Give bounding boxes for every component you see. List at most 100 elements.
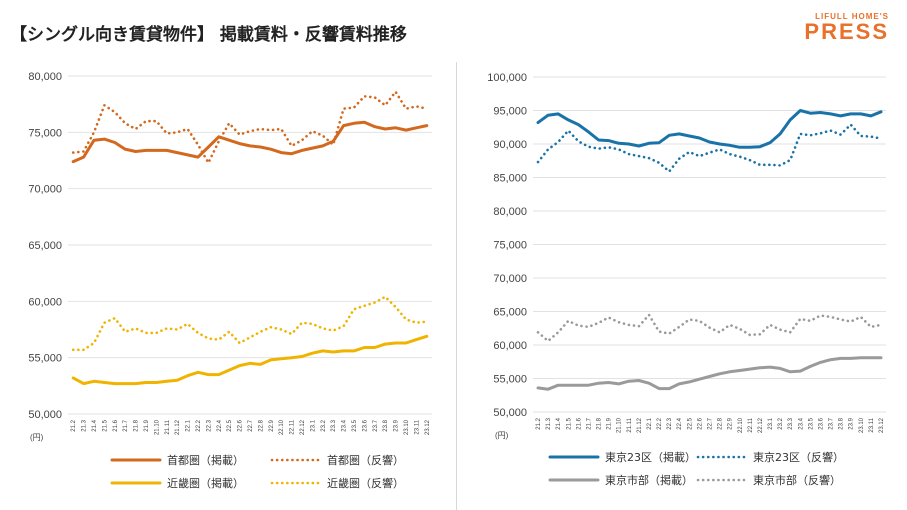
series-line-3	[536, 313, 883, 343]
legend-label: 東京市部（反響）	[753, 473, 841, 487]
x-tick-label: 22.6	[238, 419, 244, 431]
x-tick-label: 23.7	[373, 419, 379, 431]
y-tick-label: 80,000	[493, 206, 527, 218]
x-tick-label: 22.12	[758, 417, 764, 433]
x-tick-label: 22.4	[677, 417, 683, 429]
page-title: 【シングル向き賃貸物件】 掲載賃料・反響賃料推移	[10, 25, 407, 45]
x-tick-label: 21.10	[617, 417, 623, 433]
x-tick-label: 23.12	[879, 417, 885, 433]
x-tick-label: 21.5	[566, 417, 572, 429]
x-tick-label: 23.10	[404, 419, 410, 435]
legend-label: 首都圏（掲載）	[167, 453, 244, 467]
series-line-0	[71, 120, 429, 164]
x-tick-label: 23.11	[869, 417, 875, 432]
y-tick-label: 95,000	[493, 106, 527, 118]
x-tick-label: 22.12	[300, 419, 306, 435]
x-tick-label: 23.12	[425, 419, 431, 435]
x-tick-label: 21.12	[175, 419, 181, 435]
chart-tokyo: 50,000 55,000 60,000 65,000 70,000 75,000 80,0…	[487, 72, 886, 487]
x-tick-label: 23.10	[859, 417, 865, 433]
y-tick-label: 75,000	[493, 240, 527, 252]
y-tick-label: 65,000	[28, 240, 62, 252]
x-tick-label: 22.5	[687, 417, 693, 429]
x-tick-label: 22.4	[217, 419, 223, 431]
legend-label: 東京市部（掲載）	[605, 473, 693, 487]
brand-logo[interactable]: LIFULL HOME'S PRESS	[804, 12, 889, 43]
x-tick-label: 23.4	[342, 419, 348, 431]
y-tick-label: 100,000	[487, 72, 527, 84]
x-tick-label: 23.11	[414, 419, 420, 434]
y-tick-label: 80,000	[28, 71, 62, 83]
logo-wordmark: PRESS	[804, 19, 889, 44]
x-tick-label: 23.1	[310, 419, 316, 431]
chart-shutoken-kinki: 50,000 55,000 60,000 65,000 70,000 75,000 80,0…	[28, 71, 432, 490]
x-tick-label: 23.7	[829, 417, 835, 429]
x-tick-label: 22.2	[196, 419, 202, 431]
y-tick-label: 65,000	[493, 307, 527, 319]
x-tick-label: 23.8	[839, 417, 845, 429]
y-unit-label: (円)	[495, 431, 509, 440]
x-tick-label: 23.2	[778, 417, 784, 429]
legend-label: 近畿圏（掲載）	[167, 476, 244, 490]
y-tick-label: 60,000	[28, 296, 62, 308]
x-tick-label: 21.11	[165, 419, 171, 434]
x-tick-label: 23.9	[849, 417, 855, 429]
legend-label: 近畿圏（反響）	[327, 476, 404, 490]
y-tick-label: 70,000	[493, 273, 527, 285]
x-tick-label: 23.4	[798, 417, 804, 429]
y-tick-label: 55,000	[493, 374, 527, 386]
x-tick-label: 21.5	[102, 419, 108, 431]
x-tick-label: 22.5	[227, 419, 233, 431]
series-line-1	[536, 123, 883, 173]
x-tick-label: 22.3	[206, 419, 212, 431]
x-tick-label: 22.2	[657, 417, 663, 429]
x-tick-label: 21.9	[607, 417, 613, 429]
x-tick-label: 23.2	[321, 419, 327, 431]
series-line-2	[536, 356, 883, 391]
x-tick-label: 22.10	[279, 419, 285, 435]
logo-subtitle: LIFULL HOME'S	[815, 12, 889, 21]
x-tick-label: 22.10	[738, 417, 744, 433]
x-tick-label: 22.11	[748, 417, 754, 432]
x-tick-label: 22.8	[258, 419, 264, 431]
x-tick-label: 23.9	[394, 419, 400, 431]
x-tick-label: 21.4	[92, 419, 98, 431]
x-tick-label: 23.3	[331, 419, 337, 431]
series-line-3	[71, 295, 429, 352]
x-tick-label: 22.7	[708, 417, 714, 429]
y-tick-label: 55,000	[28, 353, 62, 365]
x-tick-label: 21.9	[144, 419, 150, 431]
x-tick-label: 23.3	[788, 417, 794, 429]
series-line-2	[71, 334, 429, 386]
x-tick-label: 22.7	[248, 419, 254, 431]
y-tick-label: 85,000	[493, 173, 527, 185]
y-tick-label: 60,000	[493, 340, 527, 352]
y-tick-label: 50,000	[28, 409, 62, 421]
y-tick-label: 90,000	[493, 139, 527, 151]
x-tick-label: 23.6	[362, 419, 368, 431]
legend-label: 首都圏（反響）	[327, 453, 404, 467]
x-tick-label: 22.11	[290, 419, 296, 434]
series-line-1	[71, 90, 429, 165]
x-tick-label: 22.1	[186, 419, 192, 431]
x-tick-label: 22.9	[269, 419, 275, 431]
x-tick-label: 21.3	[546, 417, 552, 429]
x-tick-label: 22.8	[718, 417, 724, 429]
x-tick-label: 21.4	[556, 417, 562, 429]
x-tick-label: 21.7	[586, 417, 592, 429]
x-tick-label: 21.3	[82, 419, 88, 431]
x-tick-label: 21.10	[154, 419, 160, 435]
x-tick-label: 22.6	[697, 417, 703, 429]
x-tick-label: 23.6	[818, 417, 824, 429]
y-unit-label: (円)	[30, 433, 44, 442]
x-tick-label: 23.8	[383, 419, 389, 431]
x-tick-label: 21.8	[597, 417, 603, 429]
x-tick-label: 23.5	[808, 417, 814, 429]
x-tick-label: 21.7	[123, 419, 129, 431]
legend-label: 東京23区（掲載）	[605, 450, 696, 464]
x-tick-label: 21.12	[637, 417, 643, 433]
legend-label: 東京23区（反響）	[753, 450, 844, 464]
x-tick-label: 23.1	[768, 417, 774, 429]
x-tick-label: 21.6	[113, 419, 119, 431]
x-tick-label: 21.8	[134, 419, 140, 431]
